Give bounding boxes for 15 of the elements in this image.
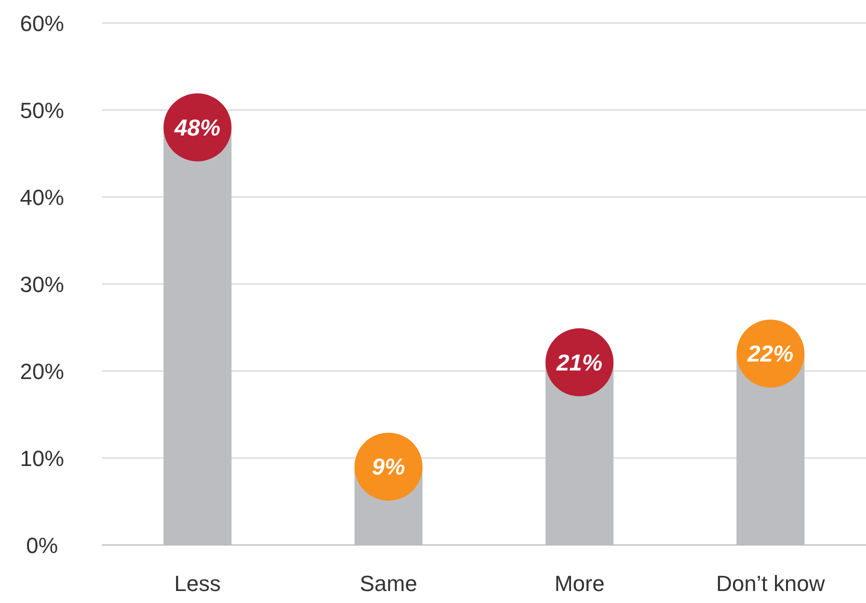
data-label: 9% — [372, 454, 406, 480]
y-tick-label: 20% — [20, 359, 64, 384]
y-tick-label: 60% — [20, 11, 64, 36]
y-tick-label: 50% — [20, 98, 64, 123]
y-tick-label: 0% — [26, 533, 58, 558]
y-tick-label: 30% — [20, 272, 64, 297]
y-tick-label: 10% — [20, 446, 64, 471]
x-tick-label: Don’t know — [716, 571, 826, 596]
x-tick-label: Same — [360, 571, 418, 596]
y-tick-label: 40% — [20, 185, 64, 210]
data-label: 21% — [555, 349, 603, 376]
x-tick-label: Less — [174, 571, 221, 596]
x-tick-label: More — [554, 571, 605, 596]
data-label: 22% — [746, 340, 794, 367]
data-label: 48% — [173, 114, 221, 140]
